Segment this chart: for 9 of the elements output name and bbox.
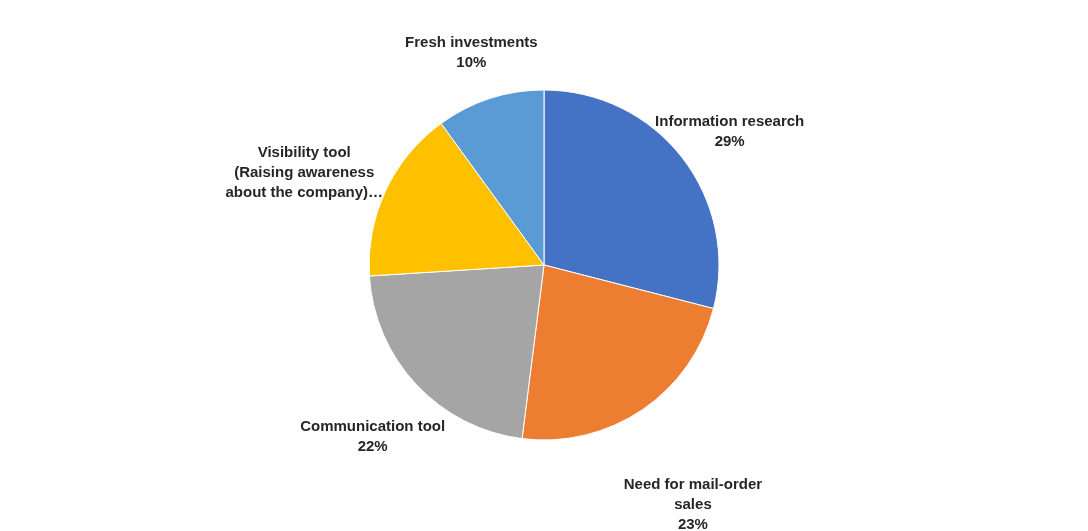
slice-label: Fresh investments (405, 32, 538, 50)
slice-label: Communication tool (300, 416, 446, 434)
data-label: 22% (357, 436, 388, 454)
data-label: 29% (714, 131, 745, 149)
slice-label: Information research (655, 111, 805, 129)
data-label: 23% (677, 515, 708, 531)
slice-label: Need for mail-order sales (623, 475, 763, 513)
data-label: 10% (456, 52, 487, 70)
slice-label: Visibility tool (Raising awareness about the company)… (225, 143, 383, 201)
